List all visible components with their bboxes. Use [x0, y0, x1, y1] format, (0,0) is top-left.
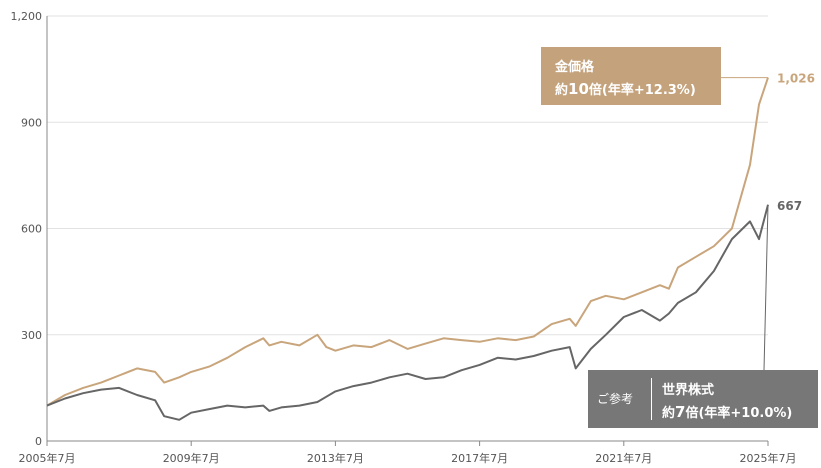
end-labels: 1,026 667 [777, 72, 815, 213]
y-axis-ticks: 0 300 600 900 1,200 [11, 10, 43, 448]
y-tick-label: 600 [21, 223, 42, 236]
series-lines [46, 77, 769, 421]
stock-annotation-detail: 約7倍(年率+10.0%) [662, 403, 793, 421]
annotation-leaders [721, 77, 769, 371]
x-tick-label: 2005年7月 [19, 451, 76, 465]
gold-annotation-detail: 約10倍(年率+12.3%) [555, 80, 696, 98]
world-stock-line [46, 204, 769, 421]
y-tick-label: 900 [21, 116, 42, 129]
x-tick-label: 2025年7月 [740, 451, 797, 465]
stock-annotation-reference: ご参考 [597, 392, 634, 406]
x-axis: 2005年7月 2009年7月 2013年7月 2017年7月 2021年7月 2025年… [19, 16, 797, 465]
stock-end-label: 667 [777, 199, 802, 213]
y-tick-label: 0 [35, 435, 42, 448]
stock-leader-line [763, 204, 769, 371]
stock-annotation-title: 世界株式 [662, 383, 715, 398]
x-tick-label: 2021年7月 [595, 451, 652, 465]
x-tick-label: 2013年7月 [307, 451, 364, 465]
gold-end-label: 1,026 [777, 72, 815, 86]
gold-annotation-title: 金価格 [555, 60, 595, 75]
x-tick-label: 2009年7月 [163, 451, 220, 465]
gold-annotation: 金価格 約10倍(年率+12.3%) [541, 47, 721, 105]
stock-annotation: ご参考 世界株式 約7倍(年率+10.0%) [588, 370, 818, 428]
y-tick-label: 1,200 [11, 10, 43, 23]
gold-price-line [46, 77, 769, 407]
x-tick-label: 2017年7月 [451, 451, 508, 465]
stock-annotation-divider [651, 378, 652, 420]
y-tick-label: 300 [21, 329, 42, 342]
grid-lines [47, 15, 768, 336]
